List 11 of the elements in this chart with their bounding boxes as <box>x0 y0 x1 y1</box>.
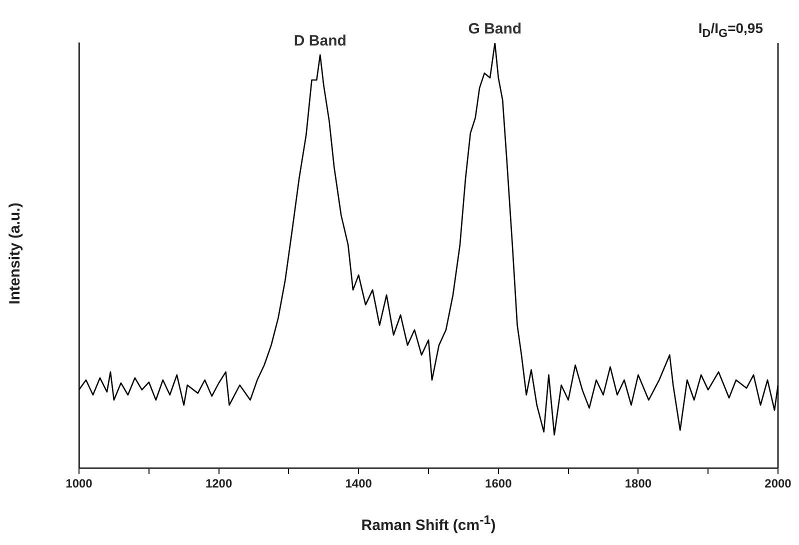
x-tick-label: 1800 <box>624 476 652 491</box>
annotation: G Band <box>468 20 522 38</box>
text: I$_{D}$/I$_{G}$=0,95 <box>698 20 763 40</box>
x-axis-title: Raman Shift (cm$^{-1}$) <box>360 513 497 534</box>
x-tick-label: 1200 <box>205 476 232 491</box>
x-tick-label: 1600 <box>485 476 512 491</box>
y-axis-title: Intensity (a.u.) <box>6 202 24 306</box>
x-tick-label: 1400 <box>345 476 372 491</box>
annotation: D Band <box>294 32 346 50</box>
x-tick-label: 2000 <box>764 476 792 491</box>
x-tick-label: 1000 <box>66 476 93 491</box>
